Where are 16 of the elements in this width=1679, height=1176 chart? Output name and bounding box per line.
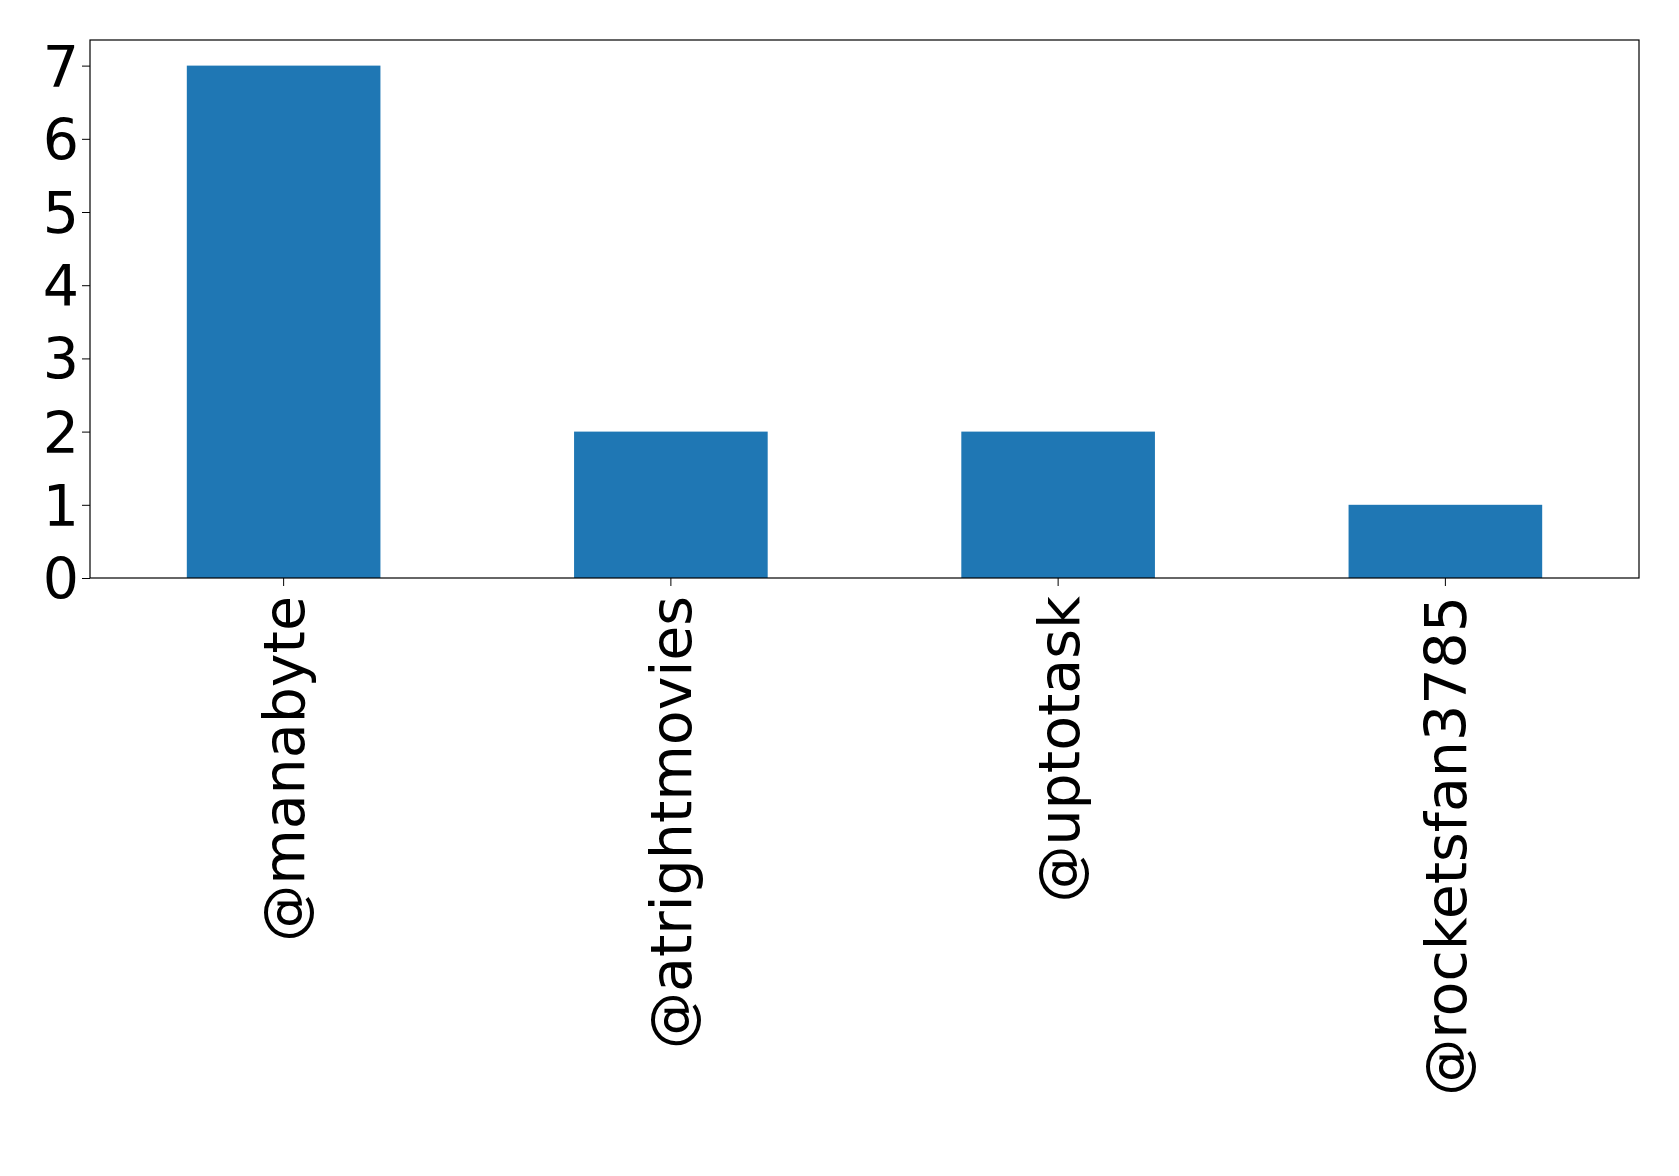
x-tick-label: @uptotask: [1025, 596, 1092, 903]
y-tick-label: 4: [42, 253, 79, 320]
y-tick-label: 0: [42, 546, 79, 613]
x-tick-label: @manabyte: [251, 596, 318, 942]
bar: [1348, 504, 1543, 578]
y-tick-label: 7: [42, 33, 79, 100]
x-tick-label: @atrightmovies: [638, 596, 705, 1049]
x-tick-label: @rocketsfan3785: [1412, 596, 1479, 1096]
y-tick-label: 5: [42, 180, 79, 247]
y-tick-label: 2: [42, 399, 79, 466]
bar: [574, 431, 768, 578]
bar: [961, 431, 1155, 578]
bar: [186, 65, 381, 578]
y-tick-label: 6: [42, 106, 79, 173]
y-tick-label: 1: [42, 472, 79, 539]
y-tick-label: 3: [42, 326, 79, 393]
